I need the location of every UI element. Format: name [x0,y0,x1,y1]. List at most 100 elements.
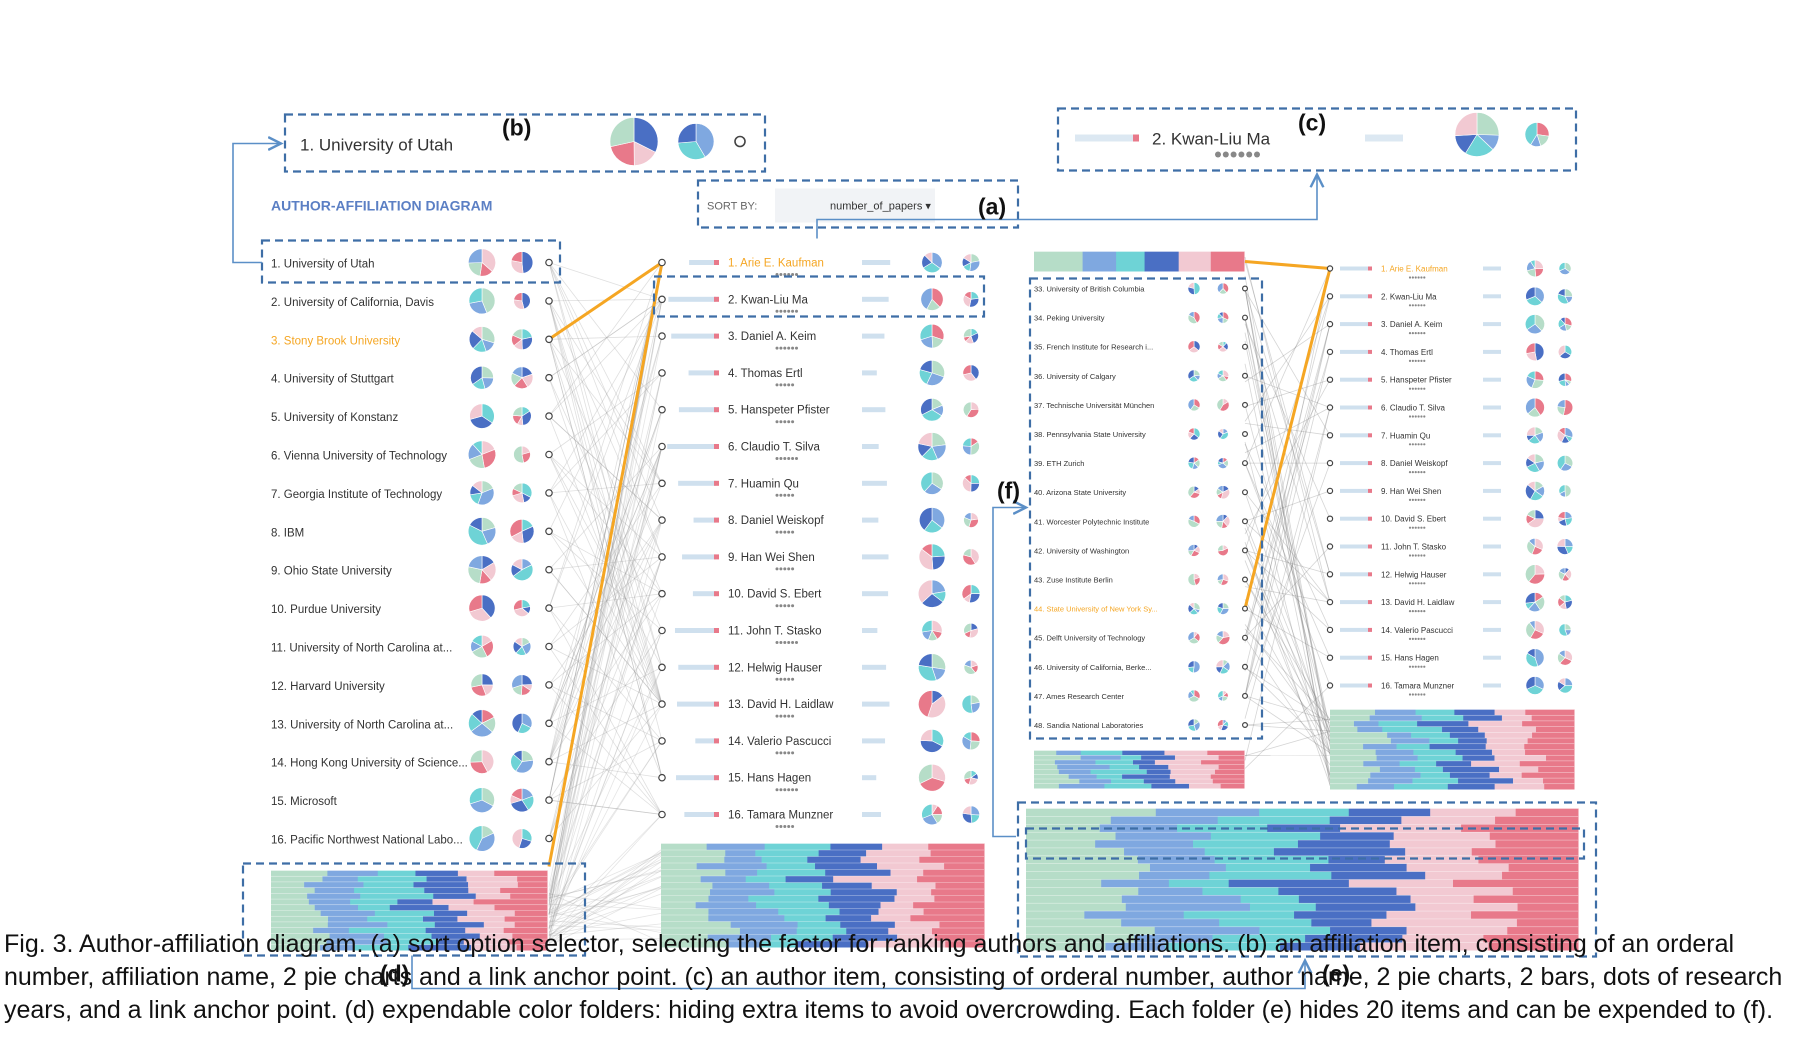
anchor-point-icon[interactable] [1326,404,1334,411]
author-item[interactable]: 5. Hanspeter Pfister [658,398,980,424]
anchor-point-icon[interactable] [1326,626,1334,634]
anchor-point-icon[interactable] [1241,460,1248,467]
anchor-point-icon[interactable] [545,258,553,267]
affiliation-item[interactable]: 14. Hong Kong University of Science... [271,749,553,774]
anchor-point-icon[interactable] [1326,487,1334,495]
affiliation-item[interactable]: 13. University of North Carolina at... [271,709,553,738]
anchor-point-icon[interactable] [1241,576,1248,583]
author-item[interactable]: 13. David H. Laidlaw [658,690,981,718]
author-item[interactable]: 14. Valerio Pascucci [1326,620,1572,641]
anchor-point-icon[interactable] [658,258,666,267]
anchor-point-icon[interactable] [545,335,553,344]
author-item[interactable]: 6. Claudio T. Silva [658,432,980,461]
affiliation-item[interactable]: 6. Vienna University of Technology [271,440,553,469]
anchor-point-icon[interactable] [658,700,666,708]
anchor-point-icon[interactable] [545,450,553,459]
affiliation-item[interactable]: 40. Arizona State University [1034,485,1248,500]
sort-selector[interactable]: SORT BY: number_of_papers ▾ [707,188,935,223]
author-item[interactable]: 10. David S. Ebert [658,579,981,608]
sort-value[interactable]: number_of_papers ▾ [830,201,931,213]
anchor-point-icon[interactable] [545,373,553,382]
anchor-point-icon[interactable] [658,553,666,561]
affiliation-item[interactable]: 8. IBM [271,517,553,546]
anchor-point-icon[interactable] [1241,401,1248,408]
anchor-point-icon[interactable] [658,737,666,745]
anchor-point-icon[interactable] [545,604,553,612]
anchor-point-icon[interactable] [658,332,666,340]
anchor-point-icon[interactable] [1326,348,1334,356]
anchor-point-icon[interactable] [658,516,666,524]
affiliation-item[interactable]: 48. Sandia National Laboratories [1034,718,1248,732]
anchor-point-icon[interactable] [1241,692,1248,699]
anchor-point-icon[interactable] [658,369,666,377]
author-item[interactable]: 12. Helwig Hauser [1326,564,1572,585]
affiliation-item[interactable]: 9. Ohio State University [271,555,553,584]
author-item[interactable]: 13. David H. Laidlaw [1326,592,1573,613]
anchor-point-icon[interactable] [545,297,553,305]
author-item[interactable]: 7. Huamin Qu [1326,426,1574,446]
author-item[interactable]: 4. Thomas Ertl [1326,342,1572,362]
anchor-point-icon[interactable] [1326,598,1334,606]
author-item[interactable]: 5. Hanspeter Pfister [1326,370,1572,390]
anchor-point-icon[interactable] [658,405,666,414]
anchor-point-icon[interactable] [658,626,666,635]
author-item[interactable]: 8. Daniel Weiskopf [1326,453,1574,474]
affiliation-item[interactable]: 3. Stony Brook University [271,326,553,353]
anchor-point-icon[interactable] [658,810,666,819]
affiliation-item[interactable]: 47. Ames Research Center [1034,689,1248,703]
author-item[interactable]: 9. Han Wei Shen [1326,481,1572,501]
anchor-point-icon[interactable] [658,663,666,672]
author-item[interactable]: 9. Han Wei Shen [658,543,980,571]
author-item[interactable]: 1. Arie E. Kaufman [658,251,981,276]
author-item[interactable]: 3. Daniel A. Keim [658,323,979,350]
anchor-point-icon[interactable] [545,642,553,651]
affiliation-item[interactable]: 15. Microsoft [271,787,553,813]
anchor-point-icon[interactable] [1326,432,1334,439]
anchor-point-icon[interactable] [545,527,553,536]
author-item[interactable]: 6. Claudio T. Silva [1326,397,1574,418]
anchor-point-icon[interactable] [1326,320,1334,328]
anchor-point-icon[interactable] [658,442,666,451]
author-item[interactable]: 15. Hans Hagen [1326,648,1573,668]
anchor-point-icon[interactable] [545,489,553,497]
author-item[interactable]: 7. Huamin Qu [658,471,980,497]
anchor-point-icon[interactable] [1326,682,1334,689]
anchor-point-icon[interactable] [1326,265,1334,272]
anchor-point-icon[interactable] [1241,721,1248,728]
author-item[interactable]: 14. Valerio Pascucci [658,729,981,755]
affiliation-item[interactable]: 5. University of Konstanz [271,403,553,429]
affiliation-item[interactable]: 11. University of North Carolina at... [271,634,553,659]
anchor-point-icon[interactable] [1241,605,1248,612]
affiliation-item[interactable]: 4. University of Stuttgart [271,365,553,390]
anchor-point-icon[interactable] [545,565,553,574]
author-item[interactable]: 4. Thomas Ertl [658,360,980,387]
anchor-point-icon[interactable] [545,834,553,843]
affiliation-item[interactable]: 7. Georgia Institute of Technology [271,480,553,506]
anchor-point-icon[interactable] [1326,515,1334,522]
author-item[interactable]: 2. Kwan-Liu Ma [658,287,980,313]
affiliation-item[interactable]: 10. Purdue University [271,594,553,622]
author-item[interactable]: 1. Arie E. Kaufman [1326,259,1572,279]
affiliation-item[interactable]: 46. University of California, Berke... [1034,659,1248,675]
anchor-point-icon[interactable] [545,796,553,804]
author-item[interactable]: 12. Helwig Hauser [658,653,979,682]
author-item[interactable]: 10. David S. Ebert [1326,509,1573,529]
affiliation-item[interactable]: 43. Zuse Institute Berlin [1034,573,1248,586]
affiliation-item[interactable]: 34. Peking University [1034,311,1248,324]
anchor-point-icon[interactable] [1241,285,1248,292]
anchor-point-icon[interactable] [658,479,666,488]
author-item[interactable]: 2. Kwan-Liu Ma [1326,286,1573,307]
anchor-point-icon[interactable] [1326,376,1334,383]
affiliation-item[interactable]: 38. Pennsylvania State University [1034,427,1248,441]
anchor-point-icon[interactable] [1241,343,1248,350]
anchor-point-icon[interactable] [1326,654,1334,661]
author-item[interactable]: 15. Hans Hagen [658,763,979,792]
affiliation-item[interactable]: 36. University of Calgary [1034,369,1248,383]
anchor-point-icon[interactable] [1241,518,1248,525]
affiliation-item[interactable]: 35. French Institute for Research i... [1034,340,1248,353]
anchor-point-icon[interactable] [658,589,666,598]
anchor-point-icon[interactable] [658,773,666,782]
anchor-point-icon[interactable] [1326,543,1334,550]
anchor-point-icon[interactable] [1326,571,1334,578]
affiliation-item[interactable]: 33. University of British Columbia [1034,282,1248,295]
